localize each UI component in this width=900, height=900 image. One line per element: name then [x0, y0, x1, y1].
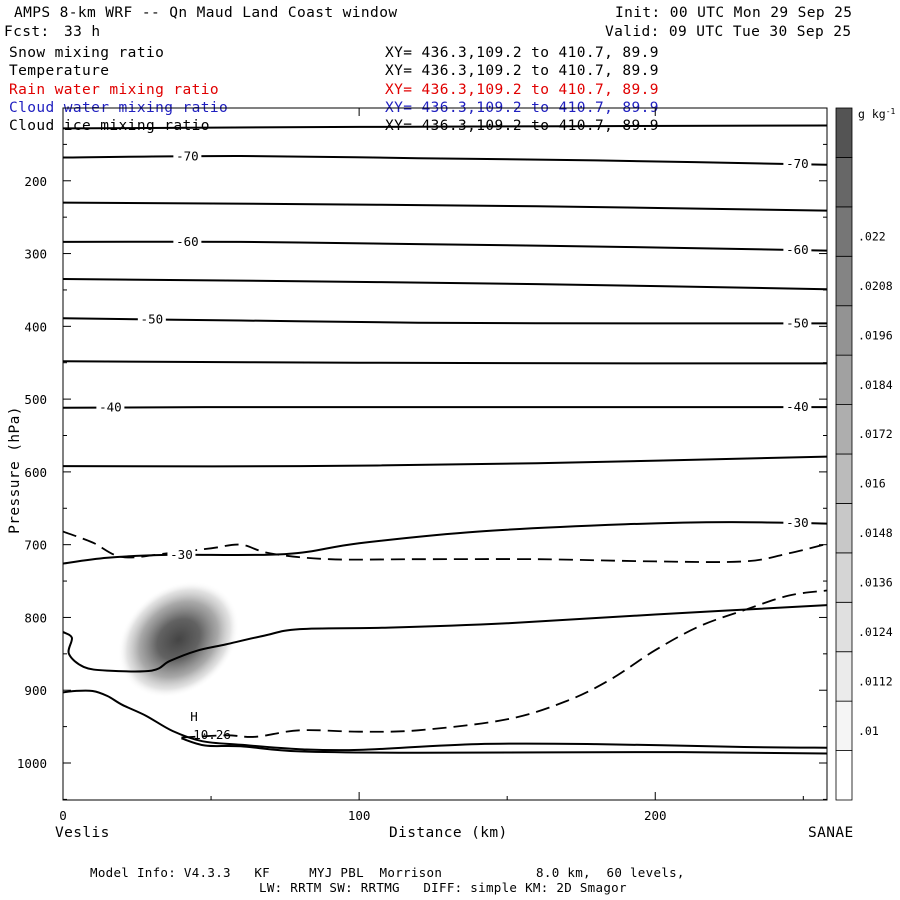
x-right-endpoint: SANAE — [808, 825, 854, 841]
temperature-contour-label: -30 — [786, 515, 809, 530]
colorbar-segment — [835, 206, 853, 257]
colorbar-level-label: .0148 — [858, 526, 893, 540]
colorbar-level-label: .022 — [858, 230, 886, 244]
field-xy: XY= 436.3,109.2 to 410.7, 89.9 — [385, 82, 659, 98]
colorbar-segment — [835, 651, 853, 702]
temperature-contour-label: -50 — [141, 311, 164, 326]
colorbar-level-label: .0136 — [858, 576, 893, 590]
model-info-line2: LW: RRTM SW: RRTMG DIFF: simple KM: 2D S… — [259, 880, 627, 895]
temperature-contour-label: -60 — [176, 234, 199, 249]
colorbar-segment — [835, 107, 853, 158]
colorbar-segment — [835, 503, 853, 554]
y-tick-label: 800 — [24, 610, 47, 625]
temperature-contour — [63, 689, 827, 752]
y-tick-label: 600 — [24, 465, 47, 480]
x-left-endpoint: Veslis — [55, 825, 110, 841]
colorbar-segment — [835, 255, 853, 307]
temperature-contour — [181, 737, 827, 755]
colorbar-units: g kg-1 — [858, 107, 896, 122]
snow-mixing-ratio-shading — [117, 581, 240, 698]
y-axis-label: Pressure (hPa) — [7, 406, 23, 534]
y-tick-label: 700 — [24, 538, 47, 553]
y-tick-label: 1000 — [17, 756, 47, 771]
x-tick-label: 100 — [348, 808, 371, 823]
field-name: Temperature — [9, 63, 110, 79]
x-tick-label: 200 — [644, 808, 667, 823]
cloud-ice-contour — [63, 530, 827, 563]
init-time: Init: 00 UTC Mon 29 Sep 25 — [615, 5, 853, 21]
contour-label-bg — [96, 399, 125, 414]
colorbar-segment — [835, 354, 853, 405]
colorbar-level-label: .016 — [858, 477, 886, 491]
y-tick-label: 900 — [24, 683, 47, 698]
y-tick-label: 300 — [24, 247, 47, 262]
temperature-contour — [63, 406, 827, 409]
temperature-contour-label: -50 — [786, 315, 809, 330]
contour-label-bg — [783, 156, 812, 171]
field-name: Snow mixing ratio — [9, 45, 165, 61]
colorbar-level-label: .0112 — [858, 674, 893, 688]
contour-label-bg — [783, 399, 812, 414]
field-xy: XY= 436.3,109.2 to 410.7, 89.9 — [385, 45, 659, 61]
colorbar-level-label: .0124 — [858, 625, 893, 639]
temperature-contour — [63, 604, 827, 673]
temperature-contour-label: -70 — [786, 156, 809, 171]
colorbar-segment — [835, 404, 853, 455]
colorbar-level-label: .0184 — [858, 378, 893, 392]
x-tick-label: 0 — [59, 808, 67, 823]
contour-label-bg — [173, 233, 202, 248]
temperature-contour — [63, 201, 827, 212]
y-tick-label: 500 — [24, 392, 47, 407]
chart-title: AMPS 8-km WRF -- Qn Maud Land Coast wind… — [14, 5, 398, 21]
field-name: Rain water mixing ratio — [9, 82, 219, 98]
temperature-contour — [63, 278, 827, 291]
colorbar-level-label: .01 — [858, 724, 879, 738]
colorbar-segment — [835, 750, 853, 801]
y-tick-label: 200 — [24, 174, 47, 189]
temperature-contour-label: -40 — [786, 399, 809, 414]
contour-label-bg — [783, 515, 812, 530]
field-xy: XY= 436.3,109.2 to 410.7, 89.9 — [385, 63, 659, 79]
contour-label-bg — [783, 242, 812, 257]
colorbar-level-label: .0196 — [858, 328, 893, 342]
contour-label-bg — [783, 315, 812, 330]
contour-label-bg — [137, 311, 166, 326]
contour-label-bg — [173, 148, 202, 163]
fcst-label: Fcst: — [4, 24, 50, 40]
plot-frame — [62, 107, 828, 801]
temperature-contour — [63, 124, 827, 130]
high-value-label: 10.26 — [193, 727, 231, 742]
valid-time: Valid: 09 UTC Tue 30 Sep 25 — [605, 24, 852, 40]
temperature-contour — [63, 521, 827, 565]
fcst-value: 33 h — [64, 24, 101, 40]
x-axis-label: Distance (km) — [389, 825, 508, 841]
colorbar-level-label: .0172 — [858, 427, 893, 441]
colorbar-segment — [835, 700, 853, 751]
temperature-contour-label: -60 — [786, 242, 809, 257]
temperature-contour-label: -30 — [170, 547, 193, 562]
model-info-line1: Model Info: V4.3.3 KF MYJ PBL Morrison 8… — [90, 865, 685, 880]
y-tick-label: 400 — [24, 319, 47, 334]
temperature-contour — [63, 455, 827, 468]
colorbar-segment — [835, 157, 853, 208]
field-name: Cloud ice mixing ratio — [9, 118, 210, 134]
contour-label-bg — [167, 546, 196, 561]
colorbar-segment — [835, 552, 853, 603]
temperature-contour — [63, 317, 827, 325]
colorbar-level-label: .0208 — [858, 279, 893, 293]
colorbar-segment — [835, 453, 853, 504]
colorbar-segment — [835, 601, 853, 653]
colorbar-segment — [835, 305, 853, 356]
temperature-contour — [63, 360, 827, 365]
cloud-ice-contour — [181, 589, 827, 739]
temperature-contour-label: -40 — [99, 400, 122, 415]
high-label: H — [190, 709, 198, 724]
temperature-contour-label: -70 — [176, 148, 199, 163]
